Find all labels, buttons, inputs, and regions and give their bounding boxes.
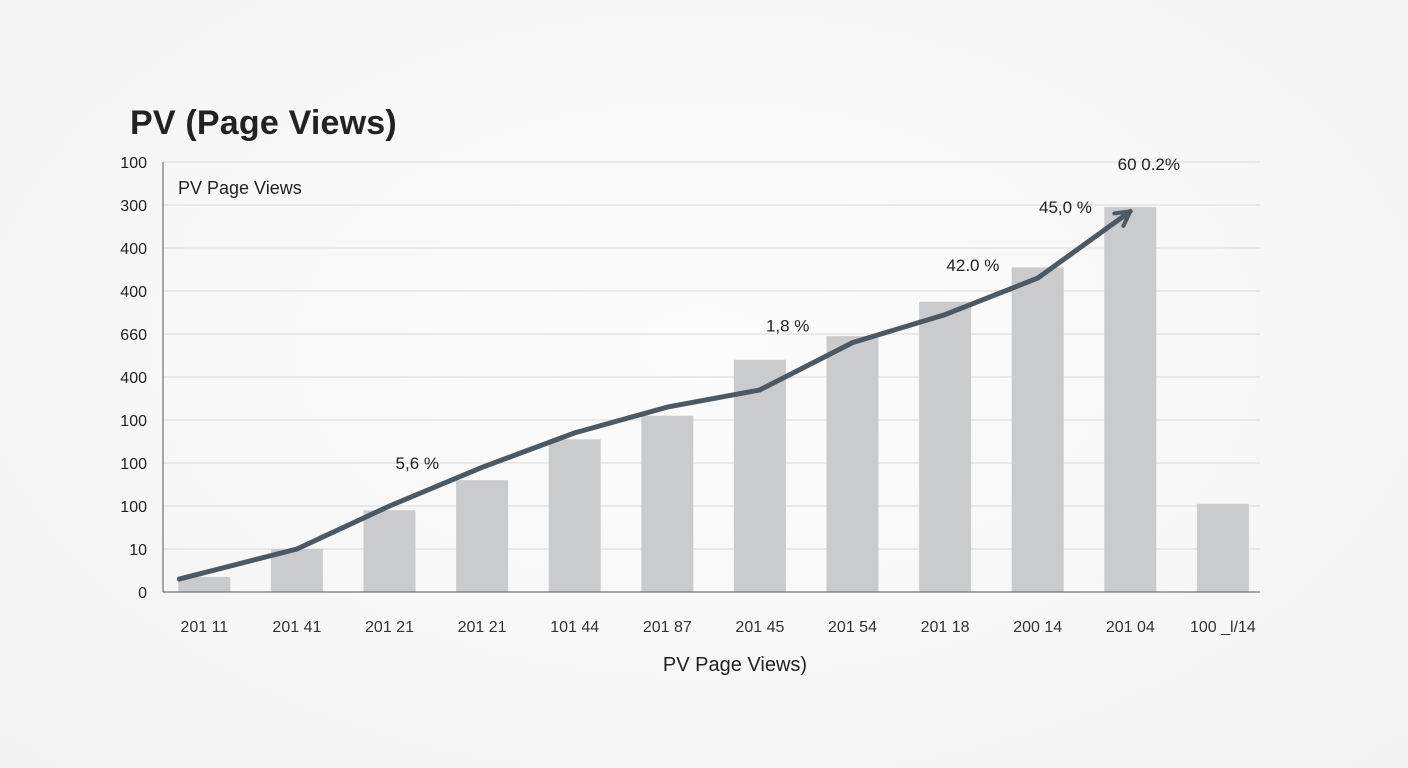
axes [162, 162, 1260, 593]
y-tick-label: 400 [120, 370, 147, 387]
x-tick-label: 201 87 [643, 619, 692, 636]
y-tick-label: 10 [129, 542, 147, 559]
bar [363, 510, 416, 592]
bar [641, 415, 694, 592]
y-tick-label: 400 [120, 241, 147, 258]
x-tick-label: 201 21 [458, 619, 507, 636]
trend-line [176, 208, 1133, 582]
trend-line-group [176, 208, 1133, 582]
bar [919, 301, 972, 592]
bar [826, 336, 879, 592]
y-tick-labels: 0 10 100 100 100 400 660 400 400 300 100 [120, 155, 147, 602]
x-tick-label: 100 _l/14 [1190, 619, 1256, 636]
bar [270, 549, 323, 592]
x-tick-label: 201 54 [828, 619, 877, 636]
x-tick-label: 201 18 [921, 619, 970, 636]
gridlines [163, 161, 1260, 550]
bar [1104, 207, 1157, 592]
percent-annotation: 60 0.2% [1118, 155, 1180, 174]
x-tick-label: 201 04 [1106, 619, 1155, 636]
y-tick-label: 660 [120, 327, 147, 344]
y-tick-label: 400 [120, 284, 147, 301]
bar [1196, 503, 1249, 592]
y-tick-label: 100 [120, 155, 147, 172]
bar [733, 359, 786, 592]
x-tick-label: 201 41 [272, 619, 321, 636]
percent-annotation: 45,0 % [1039, 198, 1092, 217]
x-tick-label: 201 21 [365, 619, 414, 636]
chart-title: PV (Page Views) [130, 104, 397, 142]
bar [548, 439, 601, 592]
x-tick-label: 201 45 [735, 619, 784, 636]
y-tick-label: 300 [120, 198, 147, 215]
annotations: 5,6 % 1,8 % 42.0 % 45,0 % 60 0.2% [396, 155, 1180, 473]
x-tick-label: 201 11 [180, 619, 228, 636]
legend-label: PV Page Views [178, 178, 302, 198]
x-axis-label: PV Page Views) [663, 654, 807, 676]
percent-annotation: 1,8 % [766, 316, 809, 335]
percent-annotation: 5,6 % [396, 454, 439, 473]
bar [456, 480, 509, 592]
y-tick-label: 100 [120, 456, 147, 473]
x-tick-label: 200 14 [1013, 619, 1062, 636]
percent-annotation: 42.0 % [946, 256, 999, 275]
x-tick-label: 101 44 [550, 619, 599, 636]
bar [1011, 267, 1064, 592]
y-tick-label: 0 [138, 585, 147, 602]
y-tick-label: 100 [120, 413, 147, 430]
x-tick-labels: 201 11 201 41 201 21 201 21 101 44 201 87 201 … [180, 619, 1255, 636]
bar [178, 576, 231, 592]
y-tick-label: 100 [120, 499, 147, 516]
trend-arrow-head [1112, 209, 1133, 228]
bars [178, 207, 1249, 592]
